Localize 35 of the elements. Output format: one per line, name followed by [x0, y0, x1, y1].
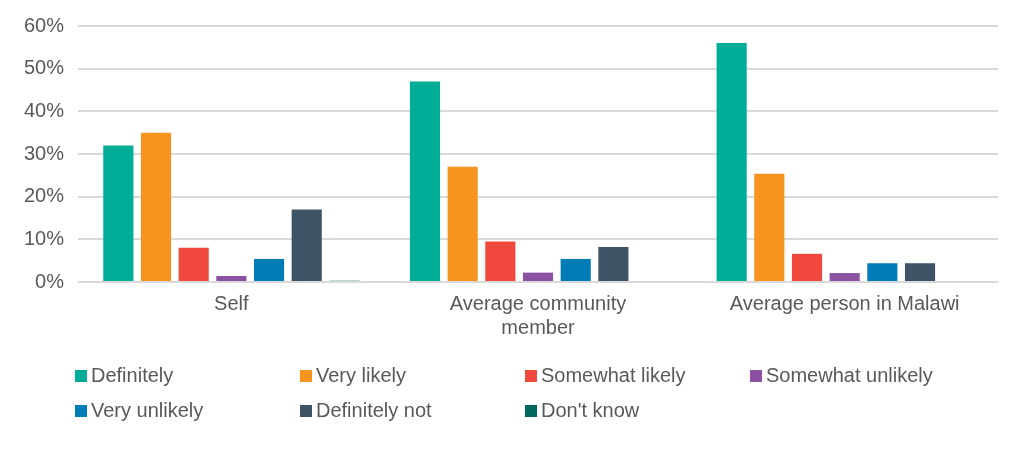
y-tick-label: 30%: [24, 141, 65, 164]
legend-label: Somewhat likely: [541, 364, 686, 387]
x-tick-label: Average community member: [449, 291, 627, 338]
legend-label: Definitely not: [316, 399, 432, 422]
x-tick-label: Self: [214, 291, 250, 314]
bar: [598, 247, 629, 281]
legend-label: Very likely: [316, 364, 407, 387]
x-tick-label: Average person in Malawi: [729, 291, 960, 314]
y-tick-label: 60%: [24, 13, 65, 36]
bar: [409, 81, 441, 281]
y-tick-label: 20%: [24, 184, 65, 207]
bar: [867, 263, 898, 281]
legend-label: Definitely: [91, 364, 174, 387]
bar: [253, 258, 285, 281]
bar: [216, 276, 247, 281]
legend-label: Somewhat unlikely: [766, 364, 933, 387]
bar: [447, 166, 478, 281]
bar: [560, 258, 591, 281]
bar: [754, 173, 785, 281]
y-tick-label: 40%: [24, 98, 65, 121]
bar: [791, 253, 823, 281]
bar: [522, 272, 554, 281]
bar: [291, 209, 322, 281]
y-tick-label: 10%: [24, 226, 65, 249]
legend-label: Very unlikely: [91, 399, 204, 422]
bar: [829, 273, 860, 281]
bar: [103, 145, 134, 281]
bar: [485, 241, 516, 281]
bar: [904, 263, 936, 281]
bar: [178, 247, 209, 281]
bar: [716, 43, 747, 281]
bar: [140, 132, 172, 281]
y-tick-label: 0%: [35, 269, 65, 292]
legend-label: Don't know: [541, 399, 640, 422]
y-tick-label: 50%: [24, 56, 65, 79]
